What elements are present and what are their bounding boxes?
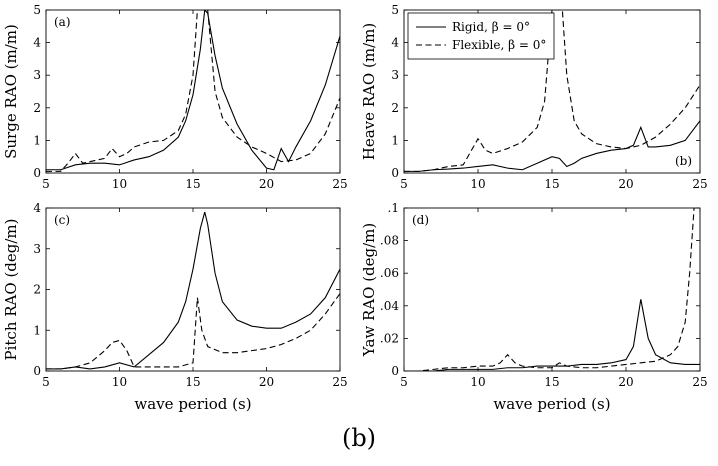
panel-2-xtick-label-1: 10 xyxy=(470,177,485,191)
panel-3-ytick-label-3: 3 xyxy=(33,242,41,256)
panel-1-xtick-label-2: 15 xyxy=(185,177,200,191)
legend-label-flexible: Flexible, β = 0° xyxy=(452,38,546,52)
panel-3-xtick-label-3: 20 xyxy=(259,375,274,389)
panel-2-xtick-label-0: 5 xyxy=(400,177,408,191)
panel-3-xtick-label-4: 25 xyxy=(332,375,347,389)
panel-2-ytick-label-5: 5 xyxy=(391,3,399,17)
panel-3-ytick-label-1: 1 xyxy=(33,323,41,337)
panel-1-xtick-label-0: 5 xyxy=(42,177,50,191)
panel-4-series-rigid-line xyxy=(404,299,700,371)
panel-4-tag: (d) xyxy=(412,213,429,227)
panel-3-xtick-label-1: 10 xyxy=(112,375,127,389)
panel-1-ytick-label-2: 2 xyxy=(33,101,41,115)
panel-4-frame xyxy=(403,207,701,372)
panel-4-xlabel: wave period (s) xyxy=(493,395,610,413)
panel-4-ytick-label-5: .1 xyxy=(388,201,399,215)
panel-4-series-flexible-line xyxy=(404,208,700,371)
panel-1-ylabel: Surge RAO (m/m) xyxy=(2,24,20,159)
legend-label-rigid: Rigid, β = 0° xyxy=(452,20,530,34)
figure-caption: (b) xyxy=(341,424,377,452)
panel-1-ytick-label-0: 0 xyxy=(33,166,41,180)
panel-4-xtick-label-2: 15 xyxy=(544,375,559,389)
panel-1-series-rigid-line xyxy=(46,10,340,171)
panel-1-ytick-label-5: 5 xyxy=(33,3,41,17)
panel-4-ytick-label-4: .08 xyxy=(380,234,399,248)
panel-1-xtick-label-4: 25 xyxy=(332,177,347,191)
panel-3-frame xyxy=(45,207,341,372)
panel-3-xtick-label-0: 5 xyxy=(42,375,50,389)
panel-1-ytick-label-3: 3 xyxy=(33,68,41,82)
panel-1-ytick-label-1: 1 xyxy=(33,133,41,147)
panel-1-series-flexible-line xyxy=(46,10,340,172)
panel-2-series-rigid-line xyxy=(404,120,700,172)
panel-4-xtick-label-4: 25 xyxy=(692,375,707,389)
panel-4-ylabel: Yaw RAO (deg/m) xyxy=(360,223,378,358)
panel-2-tag: (b) xyxy=(675,154,692,168)
panel-3-xlabel: wave period (s) xyxy=(134,395,251,413)
panel-1-ytick-label-4: 4 xyxy=(33,36,41,50)
panel-4-ytick-label-0: 0 xyxy=(391,364,399,378)
panel-3-tag: (c) xyxy=(54,213,70,227)
panel-2-xtick-label-4: 25 xyxy=(692,177,707,191)
panel-2-series-flexible-line xyxy=(404,10,700,172)
panel-4-xtick-label-0: 5 xyxy=(400,375,408,389)
panel-4-ytick-label-1: .02 xyxy=(380,331,399,345)
panel-3-ylabel: Pitch RAO (deg/m) xyxy=(2,218,20,360)
panel-3-series-flexible-line xyxy=(46,293,340,370)
panel-2-ylabel: Heave RAO (m/m) xyxy=(360,23,378,160)
legend-box xyxy=(407,12,555,60)
panel-4-ytick-label-2: .04 xyxy=(380,299,399,313)
panel-2-ytick-label-0: 0 xyxy=(391,166,399,180)
panel-2-xtick-label-2: 15 xyxy=(544,177,559,191)
panel-3-xtick-label-2: 15 xyxy=(185,375,200,389)
panel-3-ytick-label-2: 2 xyxy=(33,283,41,297)
panel-4-xtick-label-3: 20 xyxy=(618,375,633,389)
panel-2-ytick-label-1: 1 xyxy=(391,133,399,147)
panel-1-xtick-label-3: 20 xyxy=(259,177,274,191)
panel-2-xtick-label-3: 20 xyxy=(618,177,633,191)
panel-1-tag: (a) xyxy=(54,15,71,29)
panel-2-ytick-label-2: 2 xyxy=(391,101,399,115)
panel-3-ytick-label-0: 0 xyxy=(33,364,41,378)
panel-3-series-rigid-line xyxy=(46,211,340,370)
panel-3-ytick-label-4: 4 xyxy=(33,201,41,215)
panel-2-ytick-label-4: 4 xyxy=(391,36,399,50)
panel-1-xtick-label-1: 10 xyxy=(112,177,127,191)
panel-4-xtick-label-1: 10 xyxy=(470,375,485,389)
panel-2-ytick-label-3: 3 xyxy=(391,68,399,82)
panel-4-ytick-label-3: .06 xyxy=(380,266,399,280)
